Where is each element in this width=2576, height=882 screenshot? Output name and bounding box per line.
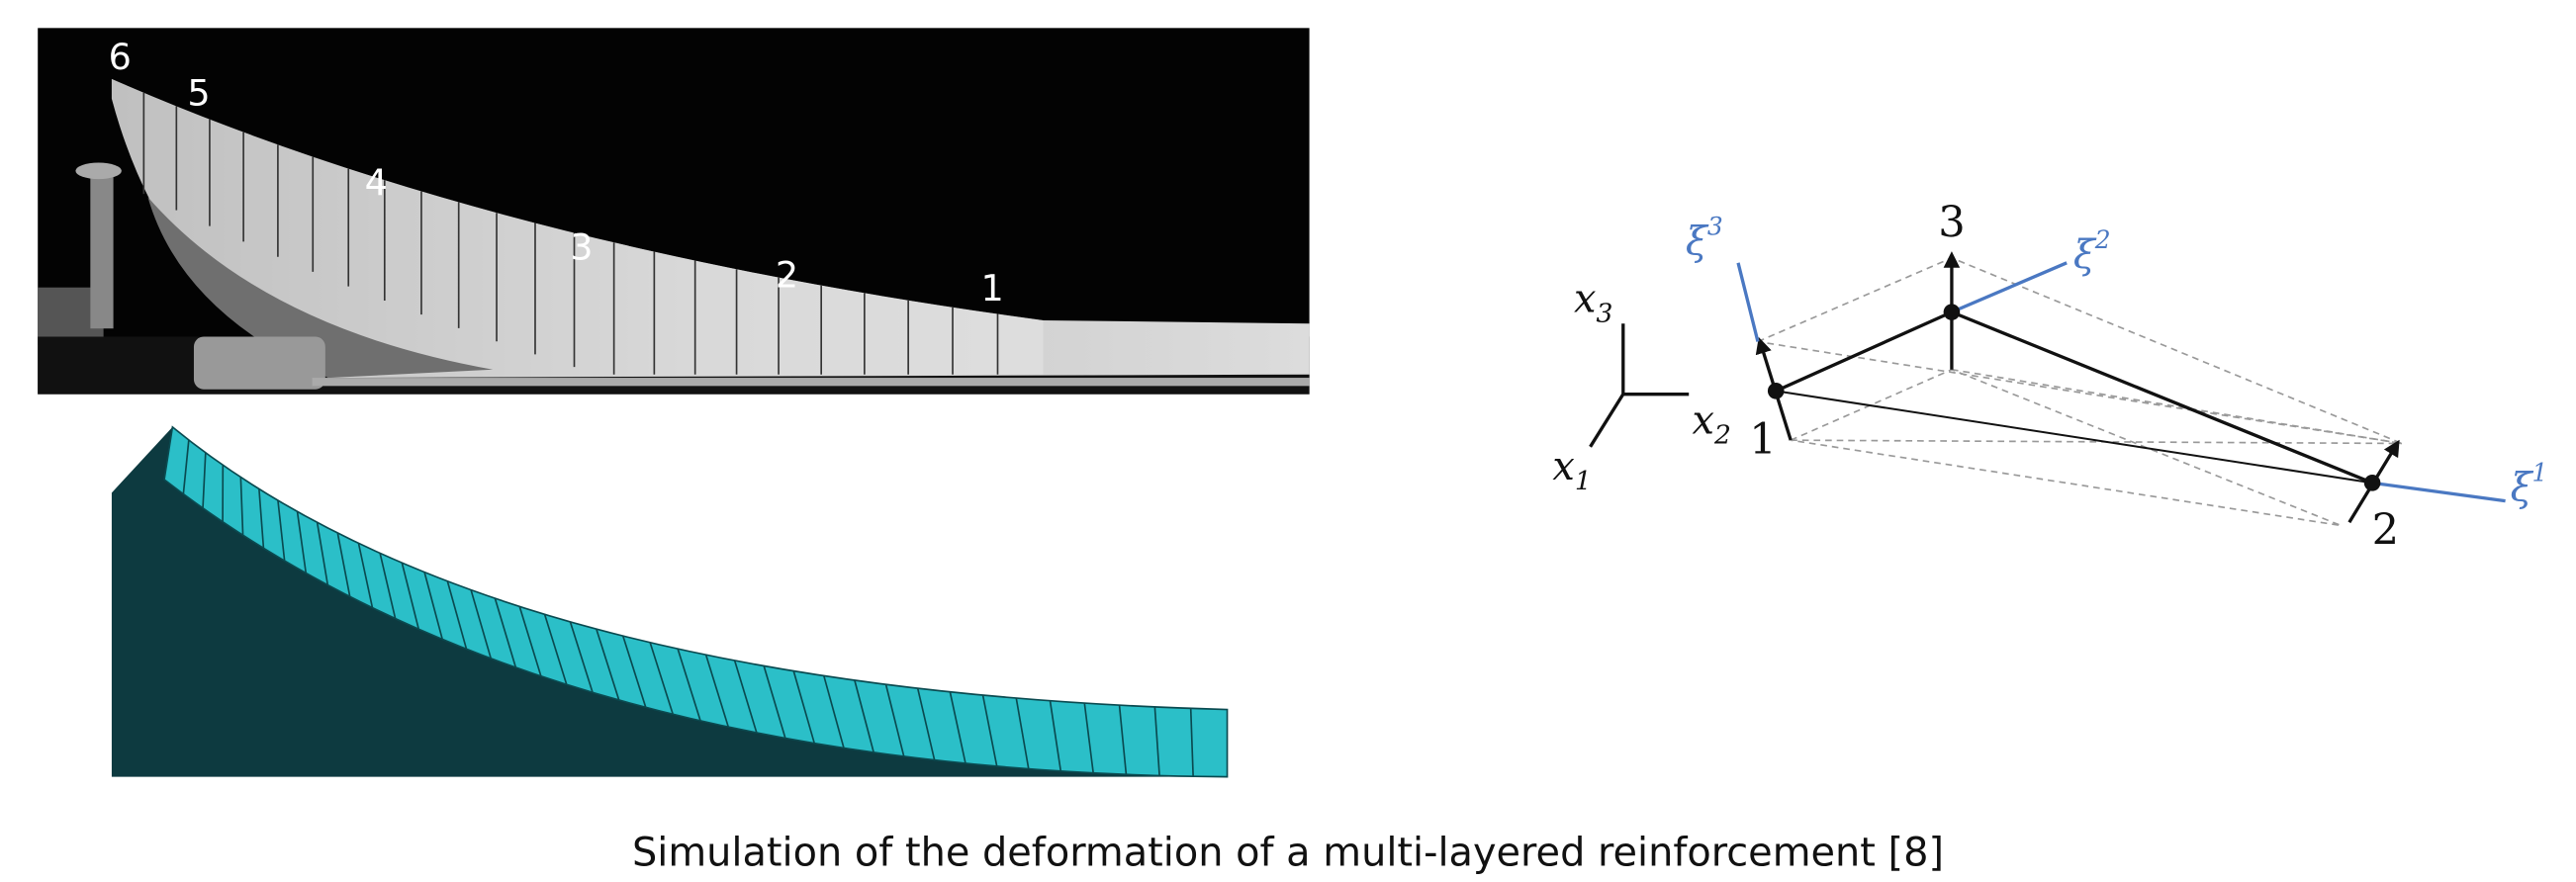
node-label: 2	[2372, 505, 2399, 555]
photo-label: 1	[980, 267, 1003, 309]
segment-line	[704, 655, 730, 728]
segment-line	[379, 553, 397, 619]
photo-label: 4	[365, 162, 388, 205]
segment-line	[792, 670, 816, 744]
photo-label: 3	[570, 225, 593, 268]
local-axis-label: ξ2	[2073, 225, 2111, 278]
photo-label: 2	[776, 254, 798, 297]
segment-line	[1015, 697, 1030, 769]
segment-line	[949, 691, 966, 764]
photo: 6 5 4 3 2 1	[38, 28, 1310, 395]
axis-label: x2	[1693, 398, 1731, 451]
element-diagram: x3 x2 x1 1 2 3 ξ1 ξ2 ξ3	[1552, 198, 2547, 555]
photo-label: 6	[109, 36, 132, 78]
segment-line	[401, 562, 420, 630]
segment-line	[518, 606, 542, 677]
segment-line	[258, 488, 265, 549]
segment-line	[470, 589, 493, 660]
axis-label: x3	[1574, 277, 1612, 329]
segment-line	[316, 522, 329, 585]
caption: Simulation of the deformation of a multi…	[632, 830, 1944, 875]
axis-label: x1	[1552, 444, 1591, 496]
segment-line	[239, 477, 244, 536]
segment-line	[543, 614, 568, 685]
segment-line	[763, 665, 786, 739]
segment-line	[494, 597, 517, 668]
segment-line	[357, 543, 374, 608]
segment-line	[277, 499, 286, 562]
segment-line	[823, 675, 845, 749]
segment-line	[1189, 708, 1194, 777]
segment-line	[336, 532, 351, 597]
segment-line	[596, 628, 620, 701]
local-axis-label: ξ3	[1686, 213, 1723, 265]
segment-line	[296, 511, 308, 573]
segment-line	[569, 621, 594, 693]
segment-line	[621, 635, 647, 708]
segment-line	[182, 439, 190, 494]
node-label: 3	[1938, 198, 1965, 247]
photo-label: 5	[187, 71, 210, 114]
segment-line	[1083, 702, 1094, 773]
segment-line	[916, 687, 936, 760]
segment-line	[1049, 700, 1062, 771]
segment-line	[733, 660, 758, 734]
segment-line	[981, 694, 998, 767]
segment-line	[854, 679, 874, 753]
local-axis-label: ξ1	[2511, 459, 2548, 511]
segment-line	[423, 572, 443, 640]
segment-line	[202, 452, 207, 508]
segment-line	[1153, 706, 1160, 776]
segment-line	[677, 648, 701, 722]
segment-line	[446, 580, 468, 650]
segment-line	[884, 683, 905, 757]
node-label: 1	[1749, 414, 1776, 464]
segment-line	[649, 642, 674, 715]
segment-line	[1118, 705, 1128, 775]
mesh	[111, 425, 1229, 778]
